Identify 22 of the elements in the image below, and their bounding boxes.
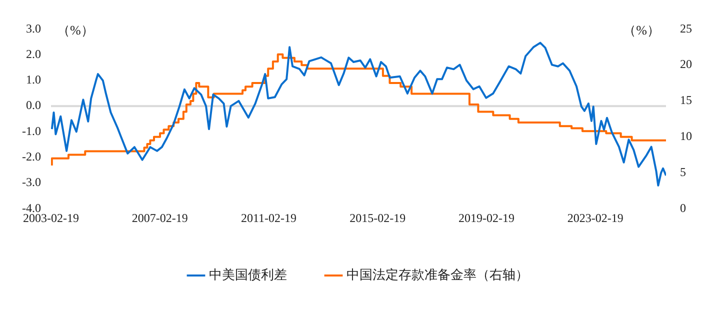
y-tick-label: -2.0 [22,150,41,164]
y2-tick-label: 0 [680,200,686,215]
y2-tick-label: 10 [680,128,692,143]
y-tick-label: -3.0 [22,175,41,190]
y-tick-label: 1.0 [26,72,41,87]
y2-tick-label: 15 [680,93,692,108]
y2-tick-label: 25 [680,21,692,36]
y2-axis-title: （%） [623,22,660,38]
legend-label: 中美国债利差 [209,266,287,282]
y-tick-label: -1.0 [22,124,41,138]
x-tick-label: 2007-02-19 [132,210,188,225]
y-tick-label: 2.0 [26,46,41,61]
y-axis-title: （%） [56,22,94,38]
y2-tick-label: 20 [680,57,692,72]
y-tick-label: 3.0 [26,21,41,36]
x-tick-label: 2011-02-19 [240,210,297,225]
y2-tick-label: 5 [680,164,686,179]
y-tick-label: 0.0 [26,98,41,112]
x-tick-label: 2023-02-19 [567,210,624,225]
x-tick-label: 2015-02-19 [350,210,406,225]
x-tick-label: 2019-02-19 [458,210,515,225]
legend-label: 中国法定存款准备金率（右轴） [346,266,528,282]
